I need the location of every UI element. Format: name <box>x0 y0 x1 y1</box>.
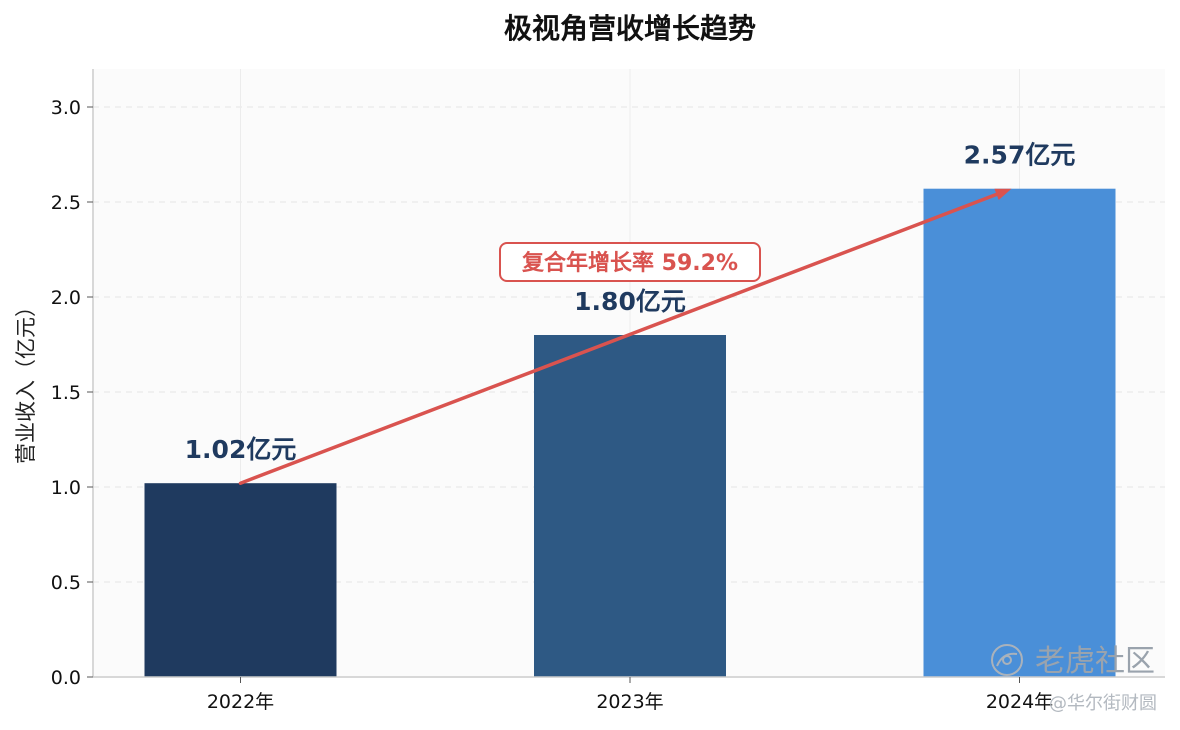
chart-title: 极视角营收增长趋势 <box>504 12 756 45</box>
cagr-arrow-head <box>994 188 1012 201</box>
cagr-label-box <box>499 242 761 282</box>
bars-group <box>144 188 1116 677</box>
bar-2022年 <box>144 483 337 677</box>
value-labels-group: 1.02亿元 1.80亿元 2.57亿元 <box>185 141 1076 465</box>
x-tick-label: 2022年 <box>207 691 274 713</box>
bar-2023年 <box>534 335 726 677</box>
value-label: 2.57亿元 <box>964 141 1076 170</box>
value-label: 1.80亿元 <box>574 287 686 316</box>
y-tick-label: 1.5 <box>51 382 81 404</box>
cagr-label: 复合年增长率 59.2% <box>521 250 738 276</box>
ticks-group: 0.0 0.5 1.0 1.5 2.0 2.5 3.0 2022年 2023年 2024年 <box>51 97 1053 713</box>
watermark-logo-icon <box>991 644 1023 676</box>
cagr-arrow-line <box>238 192 999 485</box>
y-tick-label: 2.5 <box>51 192 81 214</box>
y-axis-label: 营业收入（亿元） <box>14 296 38 464</box>
watermark: 老虎社区 @华尔街财圆 <box>991 644 1157 714</box>
y-tick-label: 0.5 <box>51 572 81 594</box>
cagr-annotation: 复合年增长率 59.2% <box>238 188 1012 485</box>
watermark-main-text: 老虎社区 <box>1035 644 1155 679</box>
value-label: 1.02亿元 <box>185 435 297 464</box>
y-tick-label: 1.0 <box>51 477 81 499</box>
y-tick-label: 0.0 <box>51 667 81 689</box>
x-tick-label: 2024年 <box>986 691 1053 713</box>
x-tick-label: 2023年 <box>596 691 663 713</box>
axes-group <box>92 69 1165 678</box>
y-tick-label: 2.0 <box>51 287 81 309</box>
bar-2024年 <box>923 188 1116 677</box>
y-tick-label: 3.0 <box>51 97 81 119</box>
watermark-sub-text: @华尔街财圆 <box>1049 693 1157 714</box>
